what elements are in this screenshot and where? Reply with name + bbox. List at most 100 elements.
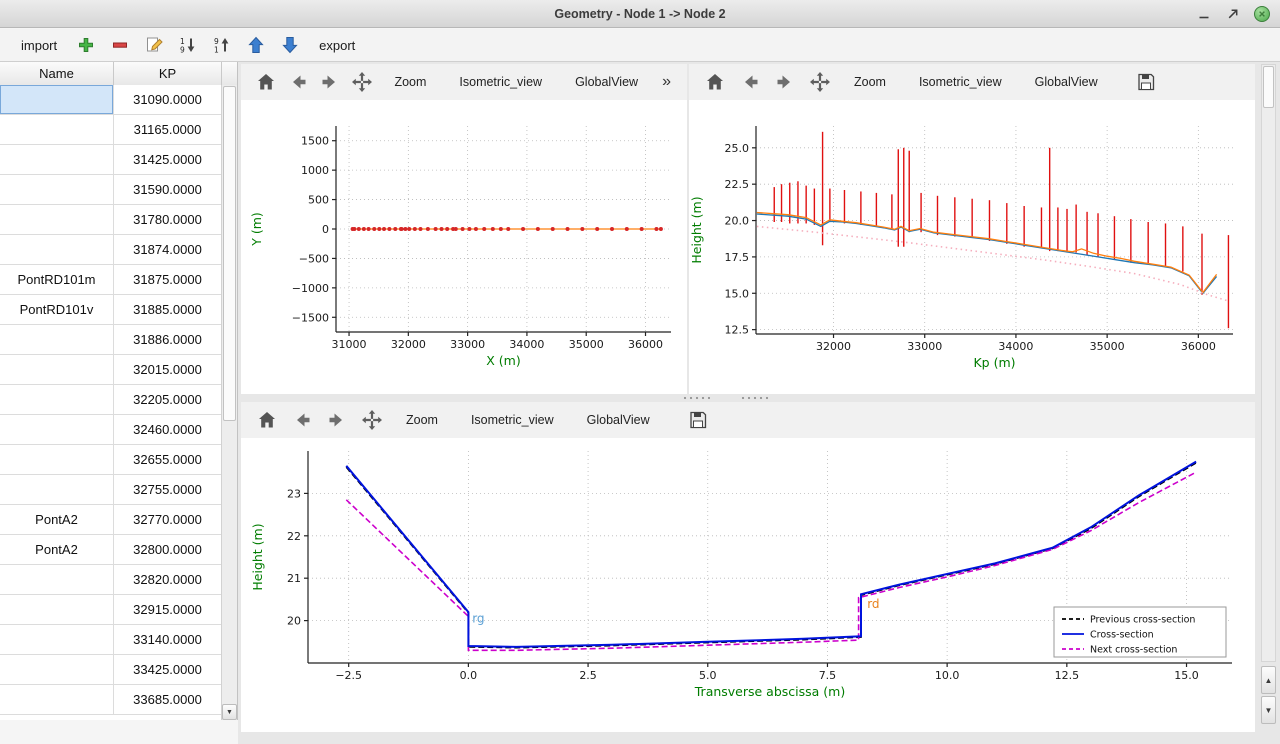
pan-button[interactable]: [806, 69, 834, 95]
cross-section-canvas[interactable]: −2.5 0.0 2.5 5.0 7.5 10.0 12.5 15.0 20 21 22 23 Tran…: [241, 438, 1255, 732]
name-cell[interactable]: [0, 385, 114, 414]
kp-cell[interactable]: 31590.0000: [114, 175, 222, 204]
table-row: PontA2 32770.0000: [0, 505, 222, 535]
name-cell[interactable]: [0, 115, 114, 144]
kp-cell[interactable]: 31886.0000: [114, 325, 222, 354]
isometric-view-button[interactable]: Isometric_view: [470, 413, 554, 427]
table-row: 33140.0000: [0, 625, 222, 655]
save-icon: [689, 411, 706, 429]
back-button[interactable]: [736, 69, 764, 95]
edit-row-button[interactable]: [144, 35, 164, 55]
kp-cell[interactable]: 31425.0000: [114, 145, 222, 174]
add-row-button[interactable]: [76, 35, 96, 55]
name-cell[interactable]: [0, 415, 114, 444]
svg-text:34000: 34000: [509, 338, 544, 351]
table-scrollbar-thumb[interactable]: [223, 86, 236, 421]
move-down-button[interactable]: [280, 35, 300, 55]
name-cell[interactable]: [0, 655, 114, 684]
kp-cell[interactable]: 33685.0000: [114, 685, 222, 714]
name-cell[interactable]: PontA2: [0, 505, 114, 534]
save-figure-button[interactable]: [1132, 69, 1160, 95]
kp-cell[interactable]: 32915.0000: [114, 595, 222, 624]
kp-cell[interactable]: 32015.0000: [114, 355, 222, 384]
right-scroll-down-button[interactable]: ▼: [1261, 696, 1276, 724]
kp-cell[interactable]: 33425.0000: [114, 655, 222, 684]
name-cell[interactable]: [0, 685, 114, 714]
name-cell[interactable]: [0, 175, 114, 204]
kp-cell[interactable]: 33140.0000: [114, 625, 222, 654]
name-cell[interactable]: [0, 205, 114, 234]
minimize-button[interactable]: [1196, 6, 1212, 22]
isometric-view-button[interactable]: Isometric_view: [918, 75, 1002, 89]
kp-cell[interactable]: 31875.0000: [114, 265, 222, 294]
name-cell[interactable]: [0, 475, 114, 504]
kp-cell[interactable]: 32800.0000: [114, 535, 222, 564]
name-cell[interactable]: [0, 325, 114, 354]
back-button[interactable]: [288, 407, 316, 433]
zoom-button[interactable]: Zoom: [406, 413, 438, 427]
zoom-button[interactable]: Zoom: [854, 75, 886, 89]
kp-cell[interactable]: 32770.0000: [114, 505, 222, 534]
pan-button[interactable]: [358, 407, 386, 433]
kp-cell[interactable]: 31090.0000: [114, 85, 222, 114]
table-scrollbar[interactable]: ▼: [221, 85, 237, 720]
kp-cell[interactable]: 31780.0000: [114, 205, 222, 234]
name-cell[interactable]: PontRD101v: [0, 295, 114, 324]
home-button[interactable]: [701, 69, 729, 95]
move-up-button[interactable]: [246, 35, 266, 55]
horizontal-splitter[interactable]: [241, 395, 1255, 401]
forward-button[interactable]: [323, 407, 351, 433]
save-figure-button[interactable]: [684, 407, 712, 433]
kp-cell[interactable]: 32205.0000: [114, 385, 222, 414]
kp-cell[interactable]: 32755.0000: [114, 475, 222, 504]
export-button[interactable]: export: [319, 37, 356, 53]
name-cell[interactable]: PontA2: [0, 535, 114, 564]
import-button[interactable]: import: [21, 37, 58, 53]
name-cell[interactable]: [0, 85, 114, 114]
kp-cell[interactable]: 32460.0000: [114, 415, 222, 444]
back-button[interactable]: [285, 69, 310, 95]
globalview-button[interactable]: GlobalView: [586, 413, 650, 427]
right-scrollbar-thumb[interactable]: [1263, 66, 1274, 108]
svg-text:Kp (m): Kp (m): [973, 355, 1015, 370]
name-cell[interactable]: [0, 355, 114, 384]
kp-cell[interactable]: 31885.0000: [114, 295, 222, 324]
column-header-name[interactable]: Name: [0, 62, 114, 85]
forward-button[interactable]: [317, 69, 342, 95]
name-cell[interactable]: [0, 595, 114, 624]
globalview-button[interactable]: GlobalView: [1034, 75, 1098, 89]
isometric-view-button[interactable]: Isometric_view: [459, 75, 543, 89]
toolbar-overflow-button[interactable]: »: [662, 73, 671, 90]
name-cell[interactable]: PontRD101m: [0, 265, 114, 294]
name-cell[interactable]: [0, 565, 114, 594]
globalview-button[interactable]: GlobalView: [575, 75, 639, 89]
table-row: 32205.0000: [0, 385, 222, 415]
name-cell[interactable]: [0, 445, 114, 474]
forward-button[interactable]: [771, 69, 799, 95]
maximize-button[interactable]: [1225, 6, 1241, 22]
pan-button[interactable]: [349, 69, 374, 95]
name-cell[interactable]: [0, 145, 114, 174]
right-scroll-up-button[interactable]: ▲: [1261, 666, 1276, 694]
kp-cell[interactable]: 32655.0000: [114, 445, 222, 474]
kp-cell[interactable]: 32820.0000: [114, 565, 222, 594]
svg-text:31000: 31000: [332, 338, 367, 351]
column-header-kp[interactable]: KP: [114, 62, 222, 85]
delete-row-button[interactable]: [110, 35, 130, 55]
svg-text:22: 22: [287, 530, 301, 543]
kp-cell[interactable]: 31165.0000: [114, 115, 222, 144]
name-cell[interactable]: [0, 235, 114, 264]
longitudinal-profile-canvas[interactable]: 32000 33000 34000 35000 36000 12.5 15.0 17.5 20.…: [689, 100, 1255, 394]
name-cell[interactable]: [0, 625, 114, 654]
zoom-button[interactable]: Zoom: [394, 75, 427, 89]
close-button[interactable]: [1254, 6, 1270, 22]
kp-cell[interactable]: 31874.0000: [114, 235, 222, 264]
home-icon: [259, 412, 275, 428]
home-button[interactable]: [253, 407, 281, 433]
plan-view-canvas[interactable]: 31000 32000 33000 34000 35000 36000 −1500 −1000…: [241, 100, 687, 394]
home-button[interactable]: [253, 69, 278, 95]
right-scrollbar[interactable]: [1261, 64, 1276, 662]
table-scroll-down-button[interactable]: ▼: [222, 704, 237, 720]
